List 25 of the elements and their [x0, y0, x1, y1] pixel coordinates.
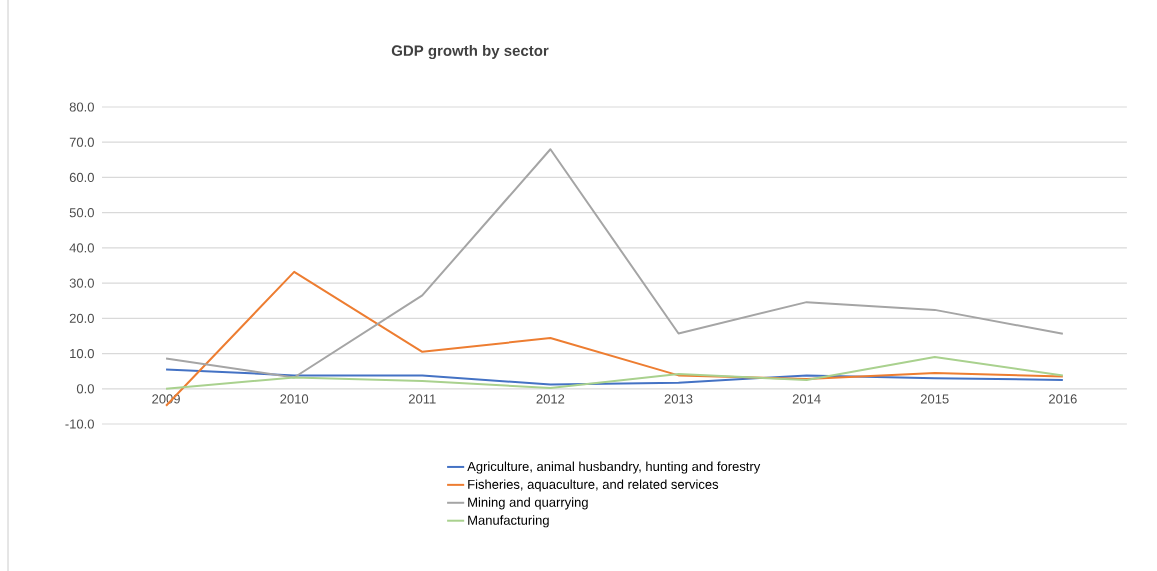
y-tick-label: -10.0: [65, 419, 94, 429]
y-tick-label: 20.0: [69, 313, 94, 323]
x-tick-label: 2011: [408, 394, 436, 404]
x-tick-label: 2012: [536, 394, 565, 404]
x-tick-label: 2014: [792, 394, 821, 404]
legend-label: Agriculture, animal husbandry, hunting and forestry: [467, 461, 761, 474]
x-tick-label: 2015: [920, 394, 949, 404]
y-tick-label: 80.0: [69, 102, 94, 112]
y-tick-label: 50.0: [69, 208, 94, 218]
y-tick-label: 0.0: [76, 384, 94, 394]
y-tick-label: 40.0: [69, 243, 94, 253]
y-tick-label: 30.0: [69, 278, 94, 288]
y-tick-label: 10.0: [70, 348, 94, 359]
x-tick-label: 2010: [280, 394, 309, 404]
y-tick-label: 60.0: [69, 172, 94, 183]
legend-label: Mining and quarrying: [468, 497, 588, 510]
legend-label: Fisheries, aquaculture, and related services: [468, 479, 719, 492]
line-series: [165, 148, 1064, 379]
legend-label: Manufacturing: [468, 515, 549, 528]
x-tick-label: 2016: [1049, 394, 1077, 404]
line-series: [165, 368, 1064, 386]
line-series: [165, 356, 1064, 390]
chart-title: GDP growth by sector: [391, 44, 549, 60]
y-tick-label: 70.0: [69, 137, 94, 147]
x-tick-label: 2013: [664, 394, 693, 404]
